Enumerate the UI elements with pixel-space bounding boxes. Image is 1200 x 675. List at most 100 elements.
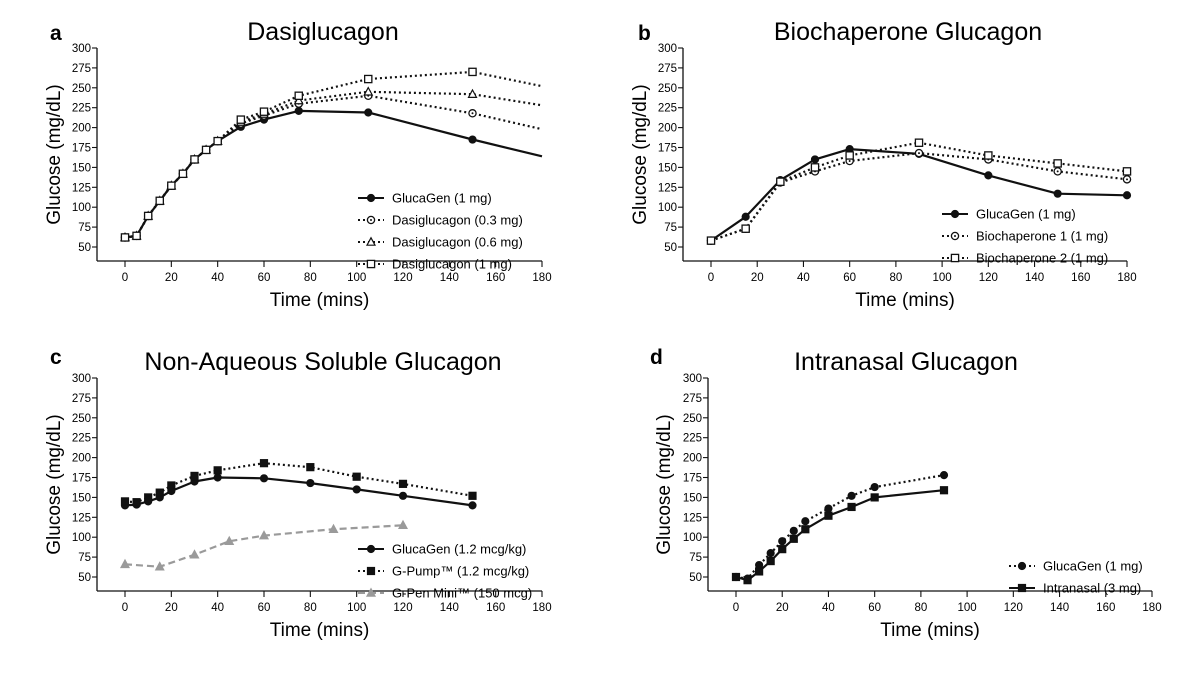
x-tick-label: 140 (440, 602, 459, 614)
y-tick-label: 275 (683, 393, 702, 405)
y-tick-label: 300 (658, 43, 677, 55)
y-tick-label: 175 (72, 143, 91, 155)
data-point (236, 115, 246, 124)
panel-c: c Non-Aqueous Soluble Glucagon 50 75 100 125 1… (44, 346, 552, 641)
series-1 (120, 473, 477, 510)
y-tick-label: 200 (658, 123, 677, 135)
data-point (306, 478, 315, 488)
legend-marker (365, 236, 377, 246)
legend-label: Dasiglucagon (1 mg) (392, 257, 512, 272)
data-point (778, 545, 787, 554)
data-point (824, 511, 833, 520)
x-tick-label: 160 (1071, 272, 1090, 284)
y-tick-label: 50 (664, 242, 677, 254)
y-tick-label: 150 (72, 492, 91, 504)
legend-marker (366, 544, 376, 554)
x-tick-label: 20 (751, 272, 764, 284)
x-tick-label: 160 (486, 602, 505, 614)
x-tick-label: 120 (393, 602, 412, 614)
data-point (259, 459, 269, 468)
legend-label: G-Pump™ (1.2 mcg/kg) (392, 564, 529, 579)
y-tick-label: 250 (72, 83, 91, 95)
data-point (167, 481, 176, 490)
legend-label: Biochaperone 1 (1 mg) (976, 229, 1108, 244)
panel-a: a Dasiglucagon507510012515017520022525027… (44, 18, 552, 311)
y-tick-label: 150 (72, 162, 91, 174)
data-point (364, 108, 373, 117)
data-point (119, 558, 131, 569)
data-point (845, 151, 854, 160)
legend-label: Dasiglucagon (0.6 mg) (392, 235, 523, 250)
y-tick-label: 75 (78, 552, 91, 564)
data-point (1122, 191, 1132, 200)
data-point (167, 181, 176, 190)
chart-title: Non-Aqueous Soluble Glucagon (144, 348, 501, 376)
series-line (124, 476, 473, 507)
x-tick-label: 0 (122, 602, 128, 614)
data-point (398, 491, 408, 500)
legend-label: Biochaperone 2 (1 mg) (976, 251, 1108, 266)
chart-title: Biochaperone Glucagon (774, 18, 1042, 46)
data-point (801, 525, 810, 534)
data-point (468, 491, 477, 500)
legend: GlucaGen (1.2 mcg/kg) G-Pump™ (1.2 mcg/kg… (358, 542, 532, 601)
data-point (1053, 159, 1062, 168)
y-tick-label: 225 (683, 433, 702, 445)
legend: GlucaGen (1 mg) Intranasal (3 mg) (1009, 559, 1143, 596)
data-point (259, 107, 269, 116)
x-tick-label: 60 (868, 602, 881, 614)
x-tick-label: 100 (347, 602, 366, 614)
y-tick-label: 250 (683, 413, 702, 425)
data-point (294, 106, 303, 115)
y-tick-label: 50 (689, 572, 702, 584)
x-tick-label: 140 (1050, 602, 1069, 614)
legend-label: G-Pen Mini™ (150 mcg) (392, 586, 532, 601)
y-axis-label: Glucose (mg/dL) (654, 414, 675, 554)
data-point (984, 151, 993, 160)
legend-label: GlucaGen (1 mg) (1043, 559, 1143, 574)
y-tick-label: 125 (658, 182, 677, 194)
series-3 (119, 519, 409, 571)
y-tick-label: 200 (72, 453, 91, 465)
data-point (397, 519, 409, 530)
x-tick-label: 60 (843, 272, 856, 284)
data-point (766, 549, 775, 558)
x-axis-label: Time (mins) (855, 290, 955, 311)
data-point (706, 236, 716, 245)
y-tick-label: 150 (658, 162, 677, 174)
y-axis-label: Glucose (mg/dL) (44, 84, 65, 224)
chart-title: Dasiglucagon (247, 18, 399, 46)
x-axis-label: Time (mins) (270, 620, 370, 641)
series-2 (731, 486, 949, 585)
data-point (155, 488, 164, 497)
data-point (914, 138, 924, 147)
x-axis-label: Time (mins) (270, 290, 370, 311)
x-tick-label: 120 (979, 272, 998, 284)
x-tick-label: 180 (1142, 602, 1161, 614)
panel-letter: b (638, 22, 651, 45)
data-point (789, 526, 798, 535)
legend: GlucaGen (1 mg) Dasiglucagon (0.3 mg) Dasi… (358, 191, 523, 272)
x-tick-label: 140 (1025, 272, 1044, 284)
data-point (468, 67, 477, 77)
panel-letter: a (50, 22, 62, 45)
data-point (132, 498, 141, 507)
y-tick-label: 100 (72, 532, 91, 544)
data-point (731, 572, 741, 582)
panel-letter: d (650, 346, 663, 369)
data-point (789, 534, 798, 543)
y-axis-label: Glucose (mg/dL) (630, 84, 651, 224)
x-tick-label: 40 (211, 272, 224, 284)
data-point (398, 479, 408, 488)
y-tick-label: 225 (72, 103, 91, 115)
x-tick-label: 140 (440, 272, 459, 284)
data-point (259, 474, 269, 483)
data-point (306, 463, 315, 472)
data-point (467, 88, 478, 98)
y-tick-label: 300 (72, 43, 91, 55)
data-point (468, 135, 477, 144)
x-tick-label: 180 (1117, 272, 1136, 284)
legend: GlucaGen (1 mg) Biochaperone 1 (1 mg) Bioc… (942, 207, 1108, 266)
x-tick-label: 20 (165, 602, 178, 614)
y-tick-label: 225 (72, 433, 91, 445)
